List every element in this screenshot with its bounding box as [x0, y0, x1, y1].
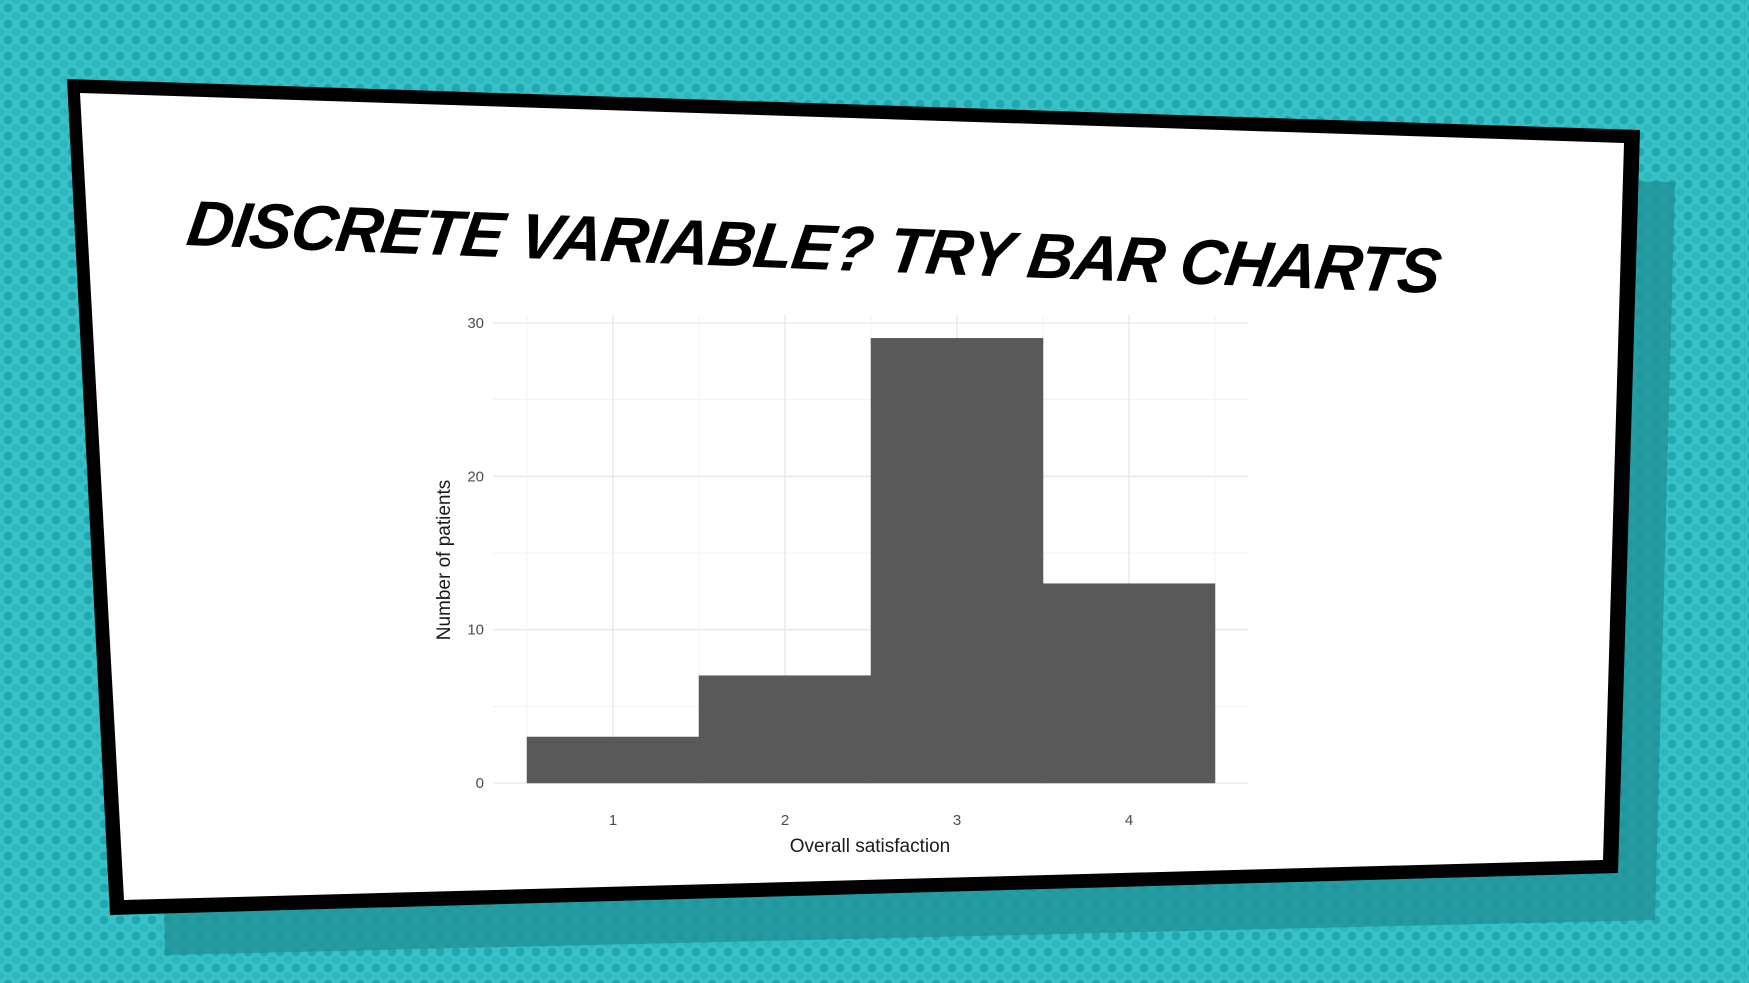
bar-3: [870, 338, 1044, 784]
y-tick-label: 0: [476, 775, 484, 792]
bar-4: [1042, 583, 1216, 784]
x-tick-labels: 1 2 3 4: [609, 812, 1133, 829]
bar-1: [526, 736, 700, 784]
x-axis-title: Overall satisfaction: [790, 836, 951, 857]
bars: [526, 338, 1216, 784]
y-tick-label: 10: [467, 622, 484, 639]
bar-2: [698, 675, 872, 784]
y-tick-label: 30: [467, 315, 484, 332]
x-tick-label: 1: [609, 812, 617, 829]
x-tick-label: 3: [953, 812, 961, 829]
card-panel: [80, 93, 1624, 900]
y-tick-labels: 0 10 20 30: [467, 315, 484, 792]
x-tick-label: 4: [1125, 812, 1133, 829]
bar-chart: 0 10 20 30 1 2 3 4 Overall satisfaction Number…: [434, 315, 1248, 857]
y-axis-title: Number of patients: [434, 480, 455, 641]
y-tick-label: 20: [467, 468, 484, 485]
x-tick-label: 2: [781, 812, 789, 829]
